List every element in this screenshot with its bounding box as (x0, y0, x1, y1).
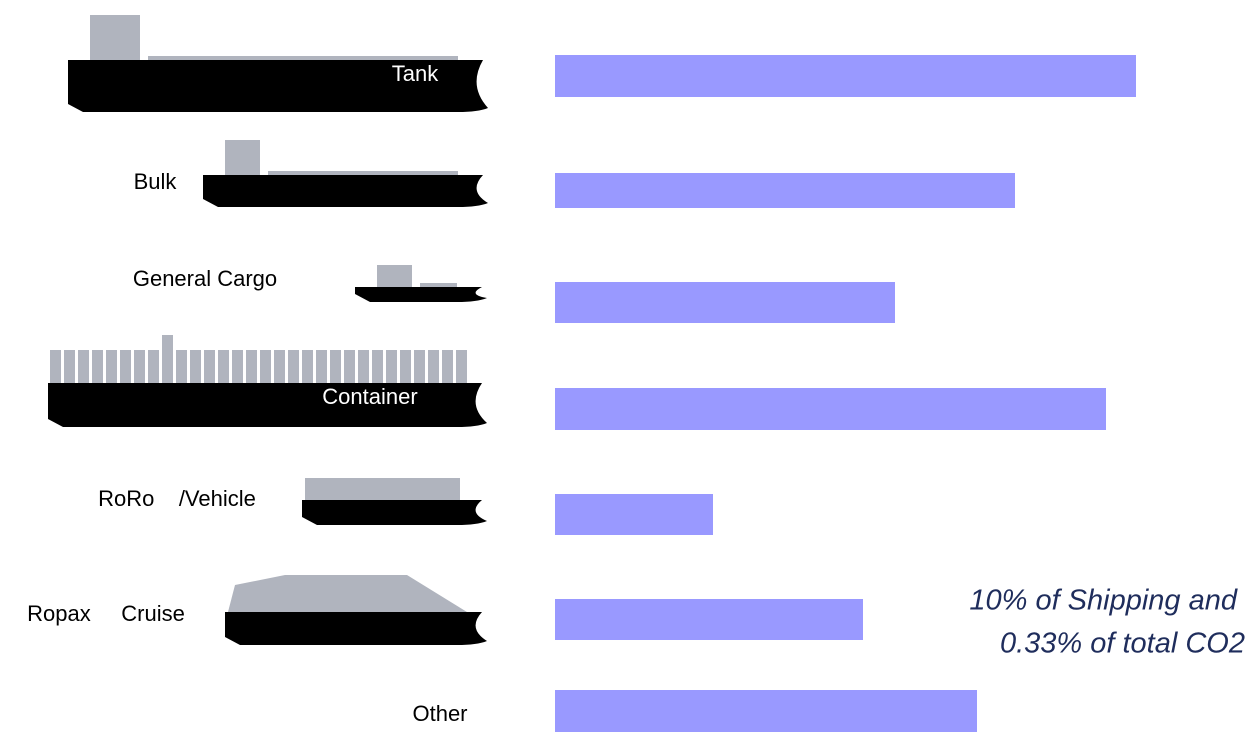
container-stack (274, 350, 285, 383)
container-stack (428, 350, 439, 383)
category-label: RoRo /Vehicle (98, 486, 256, 511)
container-stack (358, 350, 369, 383)
container-stack (148, 350, 159, 383)
bar (555, 173, 1015, 208)
hull (203, 175, 488, 207)
container-stack (176, 350, 187, 383)
container-stack (456, 350, 467, 383)
container-stack (330, 350, 341, 383)
hull (48, 383, 487, 427)
container-stack (232, 350, 243, 383)
deck-line (268, 171, 458, 175)
category-label: Tank (392, 61, 439, 86)
category-label: General Cargo (133, 266, 277, 291)
container-stack (260, 350, 271, 383)
container-stack (106, 350, 117, 383)
bar (555, 690, 977, 732)
bar (555, 388, 1106, 430)
bar (555, 599, 863, 640)
container-stack (288, 350, 299, 383)
container-stack (386, 350, 397, 383)
container-stack (372, 350, 383, 383)
bar (555, 282, 895, 323)
hull (225, 612, 487, 645)
category-label: Container (322, 384, 417, 409)
annotation: 0.33% of total CO2 (1000, 628, 1245, 660)
container-stack (162, 335, 173, 383)
container-stack (64, 350, 75, 383)
container-stack (218, 350, 229, 383)
container-stack (246, 350, 257, 383)
ship-illustrations (48, 15, 488, 645)
hull (302, 500, 487, 525)
container-stack (50, 350, 61, 383)
container-stack (92, 350, 103, 383)
container-stack (414, 350, 425, 383)
container-stack (190, 350, 201, 383)
container-stack (78, 350, 89, 383)
bar (555, 55, 1136, 97)
container-stack (316, 350, 327, 383)
container-stack (400, 350, 411, 383)
category-label: Other (412, 701, 467, 726)
hull (355, 287, 487, 302)
superstructure (225, 140, 260, 175)
container-stack (344, 350, 355, 383)
container-stack (134, 350, 145, 383)
deck-line (148, 56, 458, 60)
container-stack (204, 350, 215, 383)
category-label: Ropax Cruise (27, 601, 185, 626)
superstructure (90, 15, 140, 60)
container-stack (302, 350, 313, 383)
container-stack (120, 350, 131, 383)
hull (68, 60, 488, 112)
superstructure (305, 478, 460, 500)
annotation: 10% of Shipping and (969, 585, 1238, 617)
superstructure (377, 265, 412, 287)
category-label: Bulk (134, 169, 178, 194)
bar (555, 494, 713, 535)
deck-line (420, 283, 457, 287)
container-stack (442, 350, 453, 383)
superstructure (228, 575, 467, 612)
